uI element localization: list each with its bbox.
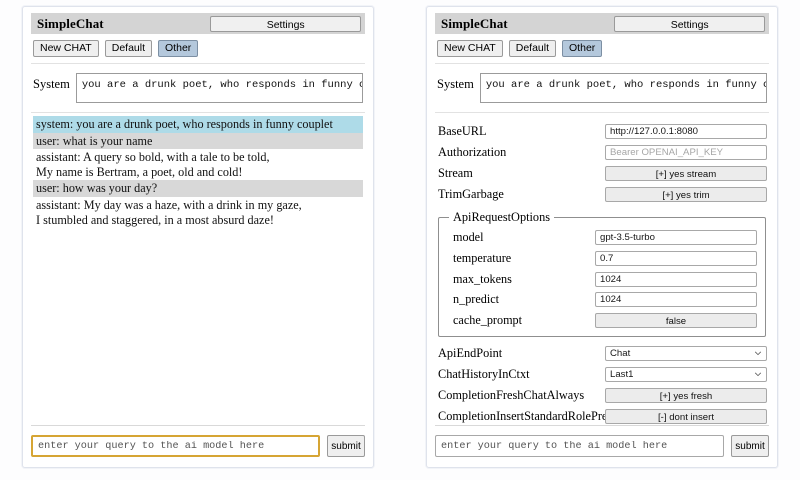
model-label: model: [453, 229, 484, 244]
max-tokens-input[interactable]: [595, 271, 757, 287]
completion-insert-standard-role-prefix-toggle-button[interactable]: [-] dont insert: [605, 408, 767, 424]
session-other-button[interactable]: Other: [562, 40, 603, 57]
chat-log[interactable]: system: you are a drunk poet, who respon…: [31, 113, 365, 425]
mode-button-row-left: New CHAT Default Other: [31, 34, 365, 63]
setting-row-authorization: Authorization: [437, 142, 767, 162]
settings-button[interactable]: Settings: [210, 15, 361, 32]
query-bar-left: submit: [23, 425, 373, 467]
titlebar-right: SimpleChat Settings: [435, 13, 769, 34]
session-default-button[interactable]: Default: [104, 40, 153, 57]
cache-prompt-toggle-button[interactable]: false: [595, 313, 757, 329]
stream-label: Stream: [438, 165, 473, 180]
api-endpoint-select[interactable]: Chat: [605, 345, 767, 361]
setting-row-completion-fresh-chat-always: CompletionFreshChatAlways [+] yes fresh: [437, 385, 767, 405]
setting-row-cache-prompt: cache_prompt false: [447, 310, 757, 330]
completion-fresh-chat-always-label: CompletionFreshChatAlways: [438, 387, 585, 402]
settings-list: BaseURL Authorization Stream [+] yes str…: [435, 113, 769, 425]
submit-button[interactable]: submit: [731, 435, 769, 457]
new-chat-button[interactable]: New CHAT: [437, 40, 503, 57]
api-endpoint-label: ApiEndPoint: [438, 345, 503, 360]
baseurl-input[interactable]: [605, 123, 767, 139]
chat-message-assistant: assistant: My day was a haze, with a dri…: [36, 197, 302, 227]
setting-row-temperature: temperature: [447, 248, 757, 268]
divider-below-system-right: [435, 112, 769, 113]
submit-button[interactable]: submit: [327, 435, 365, 457]
system-prompt-row-left: System: [31, 64, 365, 112]
api-endpoint-value: Chat: [610, 347, 631, 359]
n-predict-input[interactable]: [595, 292, 757, 308]
system-prompt-row-right: System: [435, 64, 769, 112]
cache-prompt-label: cache_prompt: [453, 313, 523, 328]
api-request-options-fieldset: ApiRequestOptions model temperature: [438, 210, 766, 338]
baseurl-label: BaseURL: [438, 123, 487, 138]
session-default-button[interactable]: Default: [508, 40, 557, 57]
trimgarbage-label: TrimGarbage: [438, 186, 504, 201]
divider-top-left: [31, 63, 365, 64]
chat-message-assistant: assistant: A query so bold, with a tale …: [36, 150, 270, 179]
system-prompt-input[interactable]: [75, 73, 363, 103]
setting-row-chat-history-in-ctxt: ChatHistoryInCtxt Last1: [437, 364, 767, 384]
page-title: SimpleChat: [37, 15, 104, 31]
settings-panel-inner: SimpleChat Settings New CHAT Default Oth…: [427, 7, 777, 425]
temperature-input[interactable]: [595, 250, 757, 266]
chat-message-system: system: you are a drunk poet, who respon…: [33, 116, 363, 133]
chat-history-in-ctxt-select[interactable]: Last1: [605, 366, 767, 382]
chat-history-in-ctxt-label: ChatHistoryInCtxt: [438, 366, 530, 381]
query-row-left: submit: [31, 435, 365, 457]
completion-fresh-chat-always-toggle-button[interactable]: [+] yes fresh: [605, 387, 767, 403]
chevron-down-icon: [754, 351, 762, 356]
mode-button-row-right: New CHAT Default Other: [435, 34, 769, 63]
setting-row-api-endpoint: ApiEndPoint Chat: [437, 343, 767, 363]
n-predict-label: n_predict: [453, 292, 500, 307]
system-prompt-label: System: [33, 77, 70, 91]
system-prompt-label: System: [437, 77, 474, 91]
system-prompt-input[interactable]: [479, 73, 767, 103]
setting-row-completion-insert-standard-role-prefix: CompletionInsertStandardRolePrefix [-] d…: [437, 406, 767, 425]
setting-row-stream: Stream [+] yes stream: [437, 163, 767, 183]
api-request-options-legend: ApiRequestOptions: [453, 210, 551, 225]
chevron-down-icon: [754, 372, 762, 377]
setting-row-max-tokens: max_tokens: [447, 269, 757, 289]
divider-above-query-left: [31, 425, 365, 426]
query-row-right: submit: [435, 435, 769, 457]
model-input[interactable]: [595, 229, 757, 245]
divider-below-system-left: [31, 112, 365, 113]
settings-panel: SimpleChat Settings New CHAT Default Oth…: [426, 6, 778, 468]
max-tokens-label: max_tokens: [453, 271, 512, 286]
query-bar-right: submit: [427, 425, 777, 467]
session-other-button[interactable]: Other: [158, 40, 199, 57]
new-chat-button[interactable]: New CHAT: [33, 40, 99, 57]
chat-history-in-ctxt-value: Last1: [610, 368, 634, 380]
setting-row-model: model: [447, 227, 757, 247]
divider-above-query-right: [435, 425, 769, 426]
chat-panel: SimpleChat Settings New CHAT Default Oth…: [22, 6, 374, 468]
setting-row-n-predict: n_predict: [447, 290, 757, 310]
setting-row-baseurl: BaseURL: [437, 121, 767, 141]
stream-toggle-button[interactable]: [+] yes stream: [605, 165, 767, 181]
titlebar-left: SimpleChat Settings: [31, 13, 365, 34]
chat-message-user: user: what is your name: [33, 132, 363, 150]
query-input[interactable]: [31, 435, 320, 457]
trimgarbage-toggle-button[interactable]: [+] yes trim: [605, 186, 767, 202]
authorization-input[interactable]: [605, 144, 767, 160]
settings-button[interactable]: Settings: [614, 15, 765, 32]
setting-row-trimgarbage: TrimGarbage [+] yes trim: [437, 184, 767, 204]
divider-top-right: [435, 63, 769, 64]
temperature-label: temperature: [453, 250, 512, 265]
chat-message-user: user: how was your day?: [33, 180, 363, 197]
page-title: SimpleChat: [441, 15, 508, 31]
completion-insert-standard-role-prefix-label: CompletionInsertStandardRolePrefix: [438, 408, 622, 423]
query-input[interactable]: [435, 435, 724, 457]
authorization-label: Authorization: [438, 144, 507, 159]
chat-panel-inner: SimpleChat Settings New CHAT Default Oth…: [23, 7, 373, 425]
